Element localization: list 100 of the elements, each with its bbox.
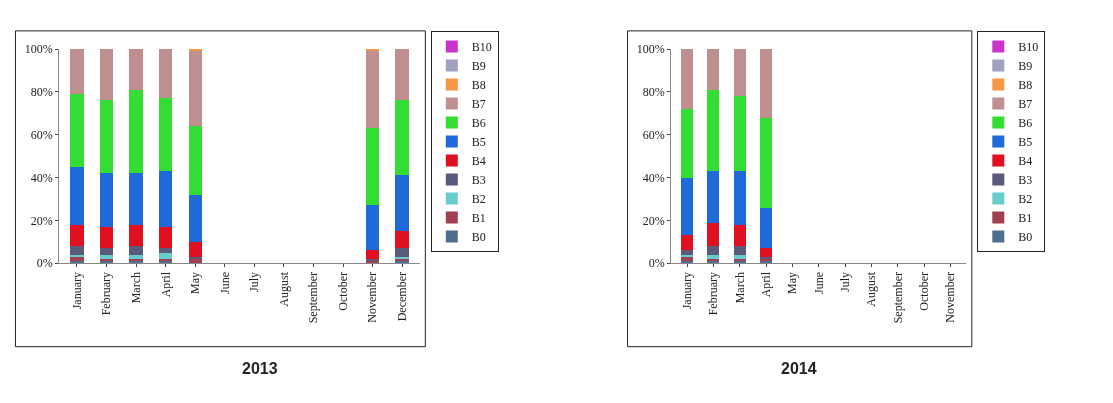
y-tick-label: 40% (30, 170, 53, 185)
bar (733, 246, 746, 255)
legend-label: B2 (1018, 192, 1033, 207)
legend-label: B3 (1018, 173, 1033, 188)
x-tick-label: April (759, 271, 774, 298)
bar (188, 126, 202, 195)
bar (365, 205, 380, 251)
x-tick-label: May (188, 272, 203, 295)
y-tick-label: 80% (30, 85, 53, 100)
x-tick-label: September (890, 272, 905, 324)
legend-label: B1 (471, 211, 486, 226)
bar (158, 171, 173, 227)
x-tick-label: February (706, 272, 721, 316)
x-tick-label: May (785, 272, 800, 295)
bar (99, 100, 114, 174)
bar (158, 252, 173, 259)
legend-label: B7 (1018, 97, 1033, 112)
legend-label: B2 (471, 192, 486, 207)
bar (188, 241, 202, 257)
bar (395, 175, 409, 232)
bar (129, 49, 143, 90)
bar (188, 49, 202, 52)
x-tick-label: July (838, 272, 853, 293)
bar (158, 226, 173, 249)
legend-label: B4 (471, 154, 486, 169)
x-tick-label: January (69, 272, 84, 310)
bar (99, 226, 114, 249)
y-tick-label: 80% (642, 85, 665, 100)
bar (707, 254, 720, 259)
bar (707, 246, 720, 255)
bar (158, 98, 173, 172)
bar (707, 89, 720, 172)
legend-label: B8 (471, 78, 486, 93)
bar (70, 49, 84, 95)
x-tick-label: December (395, 272, 410, 322)
bar (681, 256, 694, 262)
x-tick-label: March (732, 272, 747, 304)
bar (188, 258, 202, 264)
x-tick-label: June (217, 272, 232, 295)
x-tick-label: July (247, 272, 262, 293)
bar (129, 246, 143, 255)
bar (99, 248, 114, 255)
bar (707, 222, 720, 247)
bar (99, 173, 114, 227)
bar (70, 261, 84, 264)
bar (188, 51, 202, 127)
bar (365, 49, 380, 52)
legend-label: B6 (471, 116, 486, 131)
legend-label: B5 (471, 135, 486, 150)
bar (70, 166, 84, 225)
x-tick-label: August (276, 271, 291, 307)
legend-label: B10 (1018, 40, 1039, 55)
x-tick-label: February (99, 272, 114, 316)
x-tick-label: January (679, 272, 694, 310)
legend-label: B6 (1018, 116, 1033, 131)
bar (760, 207, 773, 249)
x-tick-label: November (943, 272, 958, 323)
bar (70, 94, 84, 167)
bar (733, 224, 746, 247)
bar (707, 171, 720, 223)
x-tick-label: March (128, 272, 143, 304)
bar (760, 49, 773, 118)
legend-label: B9 (1018, 59, 1033, 74)
y-tick-label: 20% (30, 213, 53, 228)
x-tick-label: June (811, 272, 826, 295)
bar (395, 100, 409, 176)
x-tick-label: November (365, 272, 380, 323)
x-tick-label: April (158, 271, 173, 298)
text: 2013 (242, 360, 278, 377)
bar (681, 261, 694, 264)
bar (760, 117, 773, 208)
bar (681, 250, 694, 255)
bar (129, 173, 143, 225)
bar (70, 224, 84, 247)
y-tick-label: 100% (24, 42, 53, 57)
legend-label: B7 (471, 97, 486, 112)
legend-label: B5 (1018, 135, 1033, 150)
bar (129, 254, 143, 259)
bar (70, 254, 84, 257)
bar (681, 254, 694, 257)
legend-label: B10 (471, 40, 492, 55)
legend-label: B4 (1018, 154, 1033, 169)
y-tick-label: 60% (30, 127, 53, 142)
bar (733, 96, 746, 172)
bar (733, 49, 746, 97)
x-tick-label: September (306, 272, 321, 324)
bar (733, 254, 746, 259)
bar (129, 224, 143, 247)
bar (158, 49, 173, 99)
bar (99, 254, 114, 259)
bar (395, 231, 409, 249)
bar (365, 51, 380, 129)
y-tick-label: 20% (642, 213, 665, 228)
bar (188, 194, 202, 242)
y-tick-label: 0% (36, 256, 53, 271)
legend-label: B8 (1018, 78, 1033, 93)
legend-label: B0 (1018, 230, 1033, 245)
bar (760, 248, 773, 257)
bar (395, 49, 409, 101)
x-tick-label: October (335, 272, 350, 311)
